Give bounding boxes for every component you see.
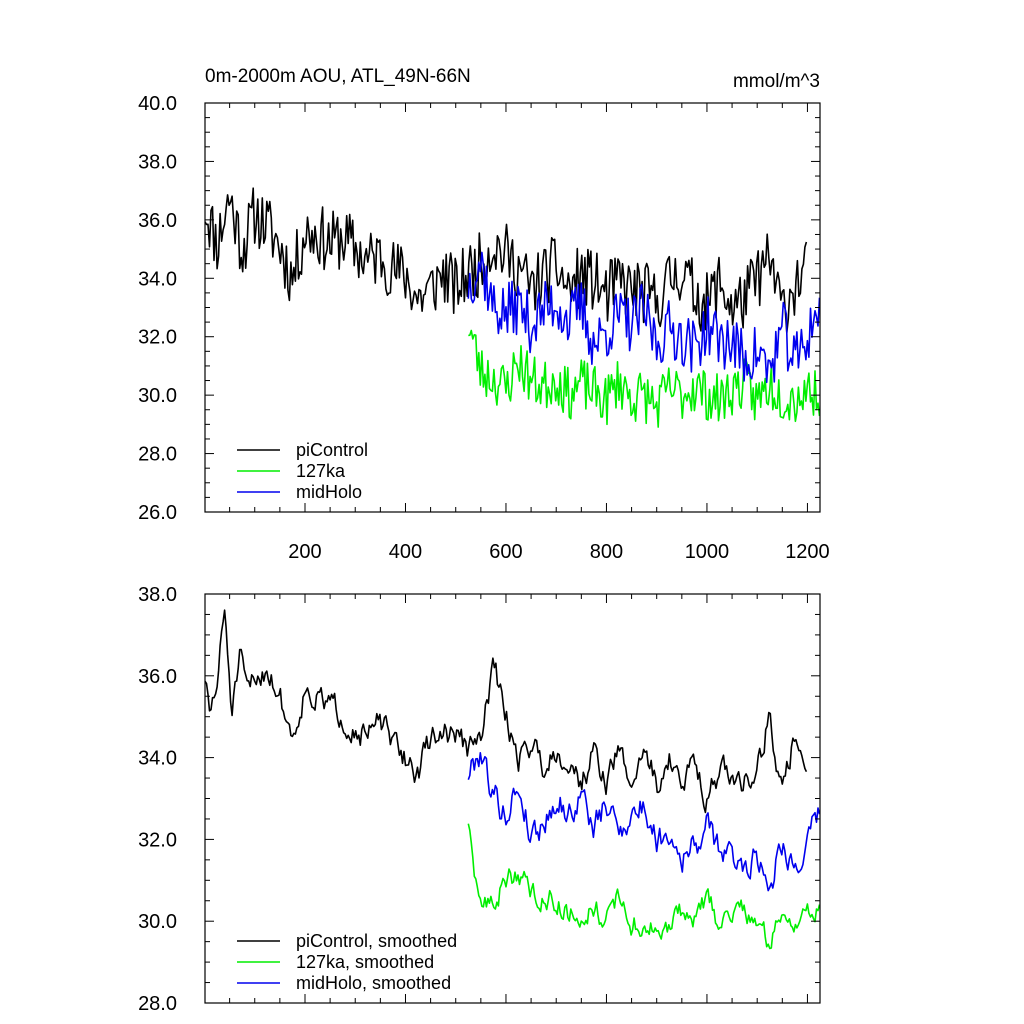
- y-tick-label: 36.0: [138, 666, 177, 688]
- x-tick-label: 1200: [785, 541, 830, 563]
- units-label: mmol/m^3: [733, 71, 820, 92]
- x-tick-label: 200: [288, 541, 321, 563]
- y-tick-label: 36.0: [138, 210, 177, 232]
- top-series-group: [204, 187, 821, 428]
- legend-label: midHolo: [296, 482, 362, 502]
- series-line-127ka: [468, 329, 821, 428]
- legend-label: piControl, smoothed: [296, 931, 457, 951]
- legend-label: midHolo, smoothed: [296, 973, 451, 993]
- top-panel: 0m-2000m AOU, ATL_49N-66N mmol/m^3 200 40…: [138, 66, 830, 563]
- y-tick-label: 32.0: [138, 327, 177, 349]
- top-ticks: 200 400 600 800 1000 1200 26.0 28.0 30.0 32.0 34.0…: [138, 93, 830, 563]
- legend-label: 127ka: [296, 461, 346, 481]
- y-tick-label: 34.0: [138, 748, 177, 770]
- series-line-picontrol: [204, 609, 808, 814]
- y-tick-label: 30.0: [138, 911, 177, 933]
- x-tick-label: 400: [389, 541, 422, 563]
- y-tick-label: 34.0: [138, 268, 177, 290]
- legend-label: 127ka, smoothed: [296, 952, 434, 972]
- series-line-midholo: [467, 751, 821, 892]
- bottom-panel: 28.0 30.0 32.0 34.0 36.0 38.0 piControl, smoo…: [138, 584, 821, 1015]
- y-tick-label: 40.0: [138, 93, 177, 115]
- series-line-127ka: [467, 823, 821, 950]
- bottom-series-group: [204, 609, 821, 950]
- series-line-midholo: [467, 251, 821, 384]
- y-tick-label: 28.0: [138, 993, 177, 1015]
- y-tick-label: 32.0: [138, 829, 177, 851]
- x-tick-label: 800: [590, 541, 623, 563]
- y-tick-label: 30.0: [138, 385, 177, 407]
- top-panel-title: 0m-2000m AOU, ATL_49N-66N: [205, 66, 471, 87]
- bottom-ticks: 28.0 30.0 32.0 34.0 36.0 38.0: [138, 584, 820, 1015]
- y-tick-label: 28.0: [138, 444, 177, 466]
- y-tick-label: 38.0: [138, 151, 177, 173]
- y-tick-label: 38.0: [138, 584, 177, 606]
- legend-label: piControl: [296, 440, 368, 460]
- x-tick-label: 600: [489, 541, 522, 563]
- series-line-picontrol: [204, 187, 808, 334]
- x-tick-label: 1000: [685, 541, 730, 563]
- y-tick-label: 26.0: [138, 502, 177, 524]
- top-plot-frame: [204, 102, 821, 513]
- bottom-plot-frame: [204, 593, 821, 1004]
